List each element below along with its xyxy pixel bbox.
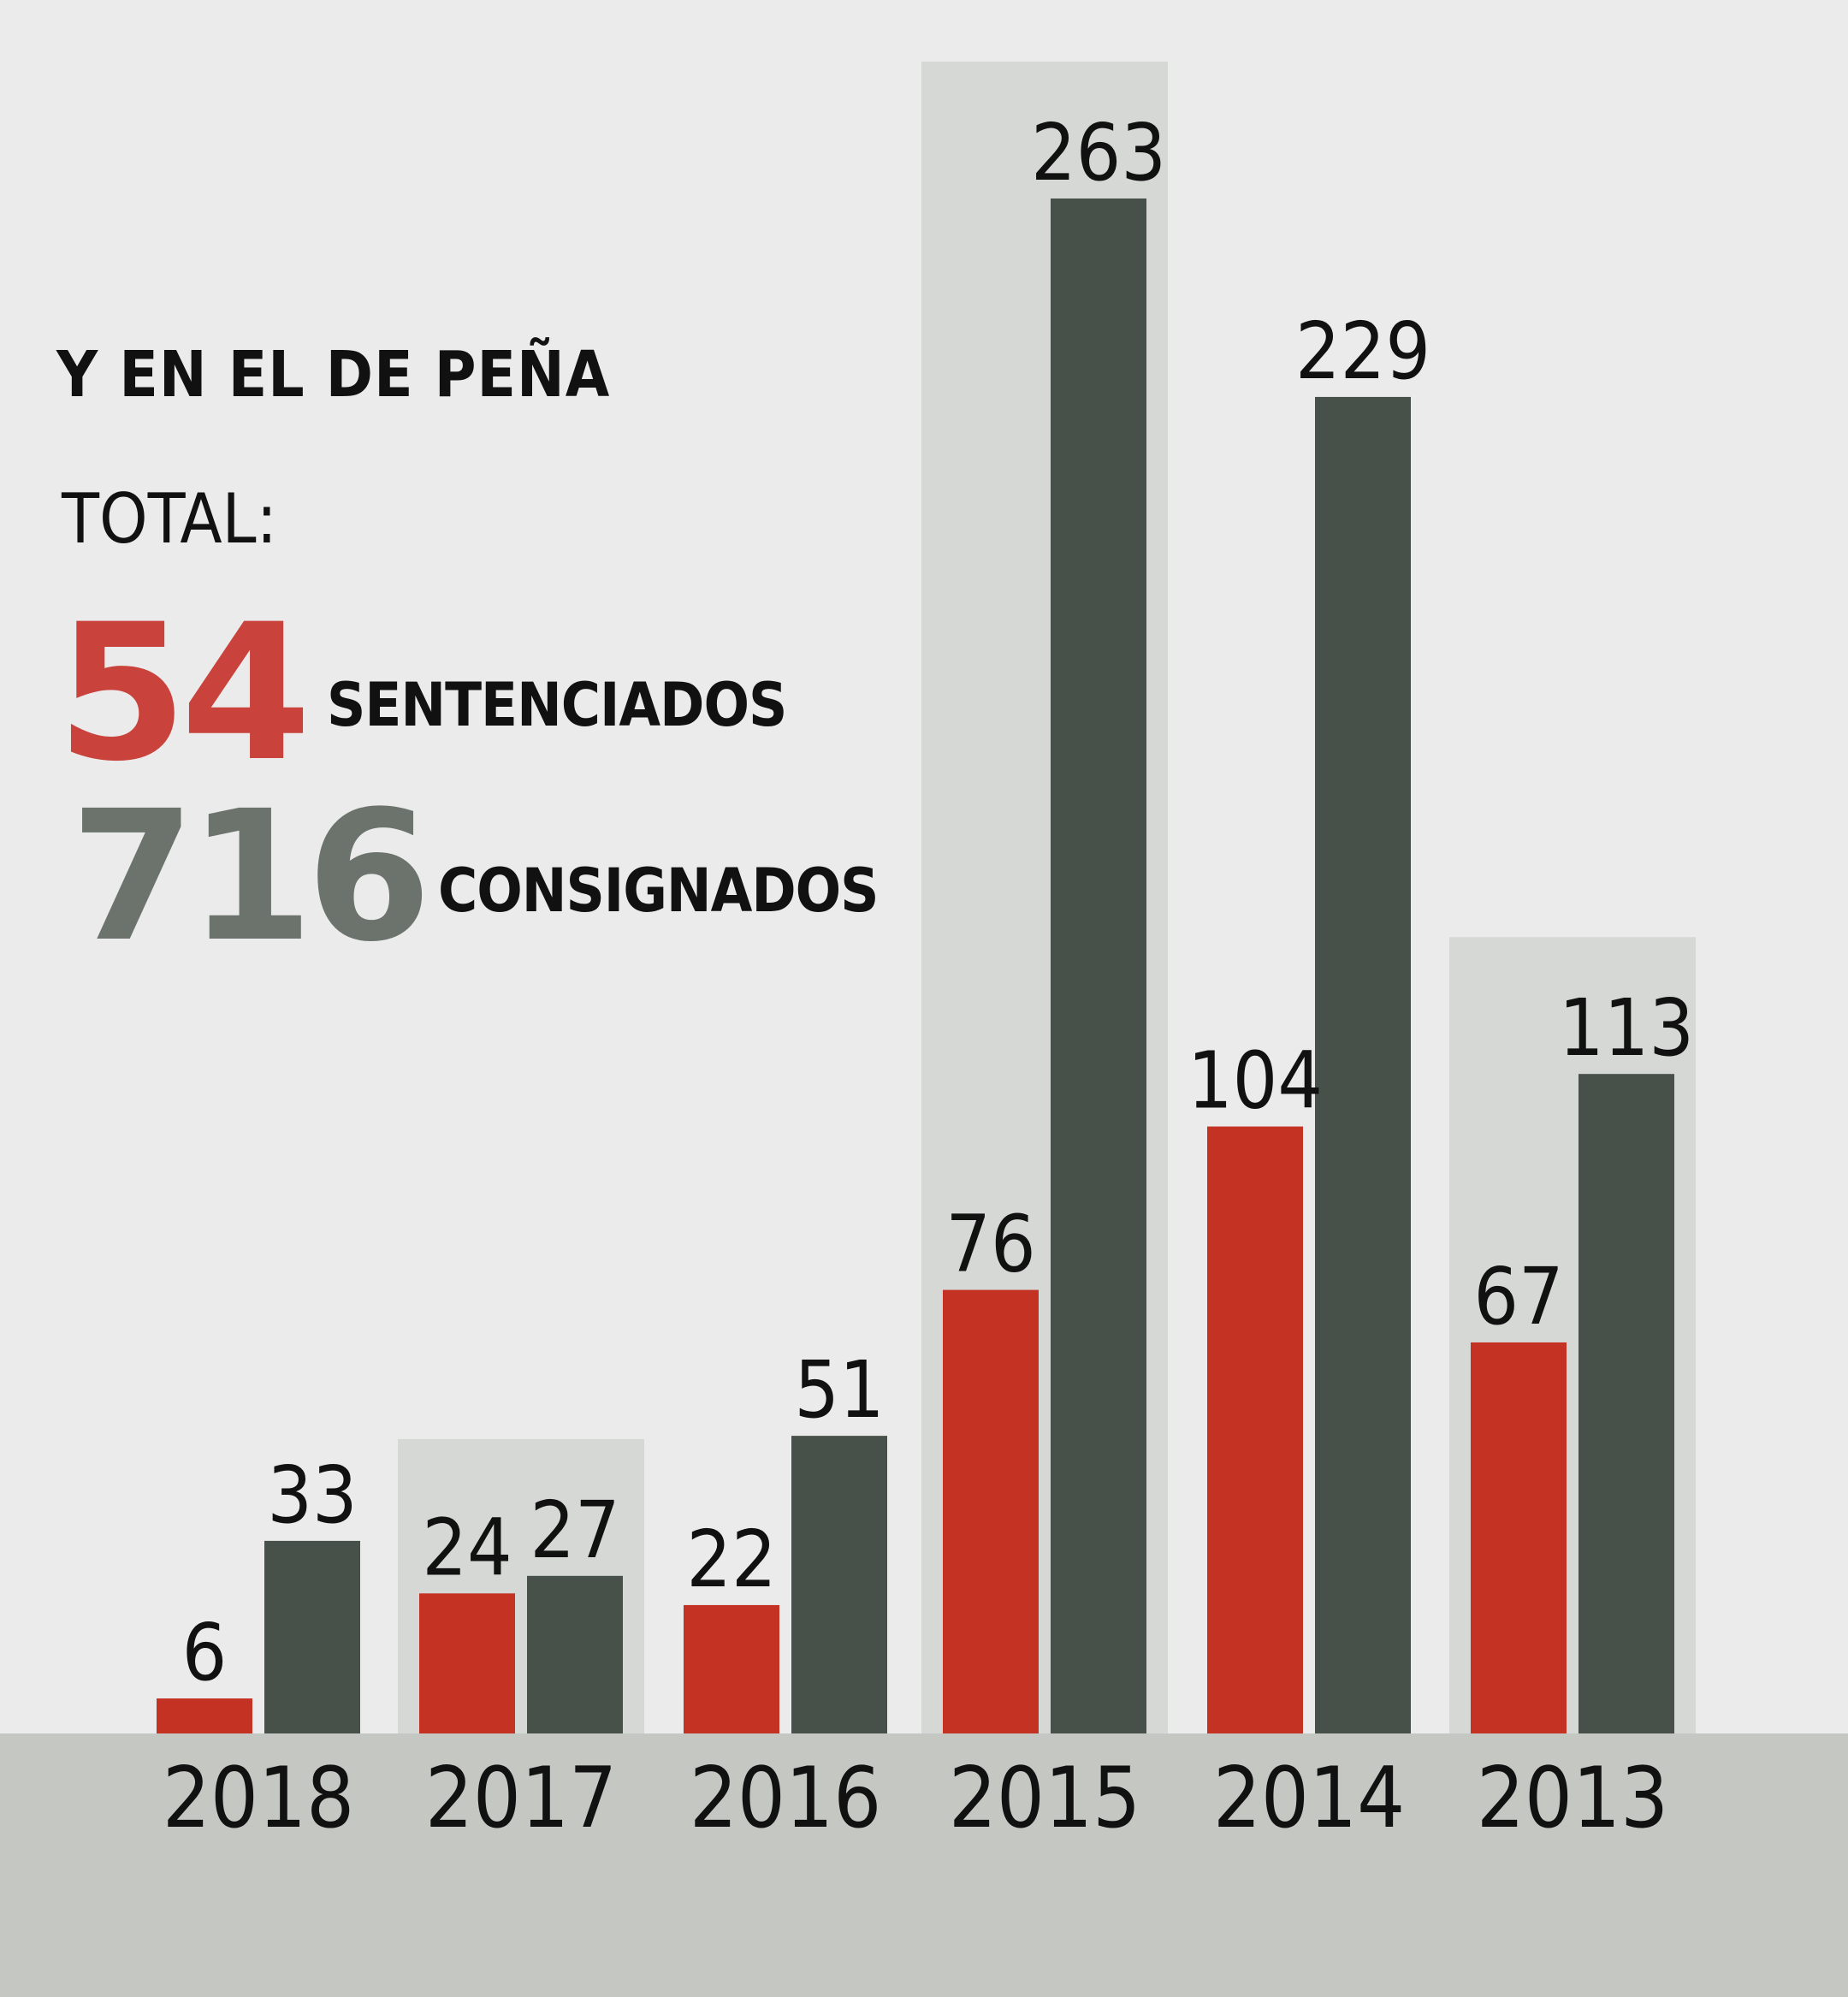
bar-sentenciados-2017 (419, 1593, 515, 1733)
data-label-sentenciados-2014: 104 (1188, 1035, 1323, 1127)
chart-heading: Y EN EL DE PEÑA (56, 338, 611, 412)
data-label-consignados-2014: 229 (1295, 305, 1430, 397)
total-sentenciados-value: 54 (56, 584, 311, 803)
data-label-consignados-2017: 27 (530, 1484, 619, 1576)
bars (157, 199, 1674, 1733)
data-label-sentenciados-2013: 67 (1473, 1251, 1563, 1342)
data-label-sentenciados-2017: 24 (422, 1502, 512, 1593)
data-label-consignados-2018: 33 (267, 1449, 357, 1541)
total-consignados-label: CONSIGNADOS (438, 856, 880, 926)
data-label-consignados-2015: 263 (1031, 107, 1166, 199)
bar-sentenciados-2014 (1207, 1126, 1303, 1733)
total-consignados-value: 716 (70, 772, 431, 981)
bar-sentenciados-2016 (684, 1604, 779, 1733)
bar-consignados-2016 (791, 1436, 887, 1733)
x-tick-label-2017: 2017 (425, 1750, 617, 1847)
baseline-band (0, 1733, 1848, 1997)
bar-consignados-2013 (1578, 1074, 1674, 1733)
total-label: TOTAL: (62, 479, 277, 559)
x-tick-label-2015: 2015 (949, 1750, 1140, 1847)
x-tick-label-2013: 2013 (1477, 1750, 1668, 1847)
bar-sentenciados-2018 (157, 1698, 252, 1733)
bar-consignados-2014 (1315, 396, 1411, 1733)
total-sentenciados-label: SENTENCIADOS (327, 670, 787, 740)
bar-consignados-2018 (264, 1540, 360, 1733)
bar-consignados-2015 (1051, 199, 1146, 1733)
x-axis-ticks: 2018 2017 2016 2015 2014 2013 (163, 1750, 1668, 1847)
bar-sentenciados-2013 (1471, 1342, 1567, 1733)
data-label-consignados-2016: 51 (794, 1344, 884, 1436)
data-label-sentenciados-2018: 6 (182, 1607, 228, 1698)
x-tick-label-2014: 2014 (1213, 1750, 1405, 1847)
bar-sentenciados-2015 (943, 1289, 1039, 1733)
data-label-sentenciados-2016: 22 (686, 1514, 776, 1605)
data-label-consignados-2013: 113 (1559, 982, 1694, 1074)
x-tick-label-2018: 2018 (163, 1750, 354, 1847)
x-tick-label-2016: 2016 (690, 1750, 881, 1847)
data-label-sentenciados-2015: 76 (945, 1199, 1035, 1290)
bar-consignados-2017 (527, 1575, 623, 1733)
